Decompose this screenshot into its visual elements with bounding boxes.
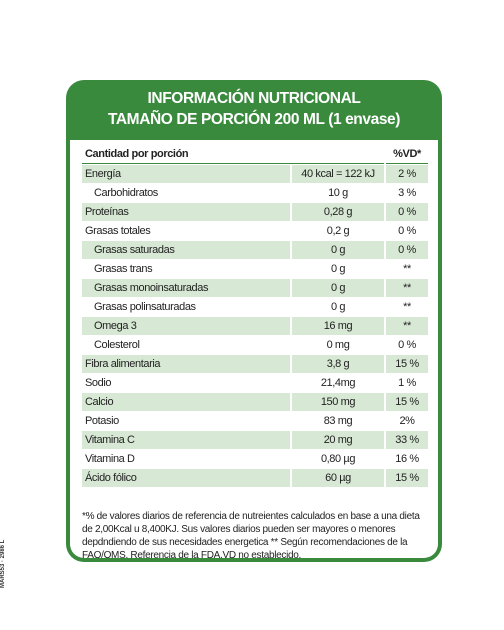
nutrient-name: Calcio bbox=[82, 393, 290, 411]
header-row: Cantidad por porción %VD* bbox=[82, 145, 428, 164]
side-code: MARS53 · 2986 L bbox=[0, 539, 6, 588]
amount: 60 µg bbox=[292, 469, 384, 487]
nutrient-name: Grasas totales bbox=[85, 225, 151, 237]
table-row: Calcio 150 mg 15 % bbox=[82, 393, 428, 411]
daily-value: 1 % bbox=[398, 377, 416, 389]
table-row: Omega 3 16 mg ** bbox=[82, 317, 428, 335]
panel-header: INFORMACIÓN NUTRICIONAL TAMAÑO DE PORCIÓ… bbox=[66, 80, 442, 140]
daily-value: ** bbox=[386, 279, 428, 297]
table-row: Colesterol 0 mg 0 % bbox=[82, 336, 428, 354]
table-row: Ácido fólico 60 µg 15 % bbox=[82, 469, 428, 487]
amount: 0 g bbox=[292, 279, 384, 297]
amount: 150 mg bbox=[292, 393, 384, 411]
table-row: Sodio 21,4mg 1 % bbox=[82, 374, 428, 392]
table-row: Vitamina D 0,80 µg 16 % bbox=[82, 450, 428, 468]
panel-body: Cantidad por porción %VD* Energía 40 kcal… bbox=[70, 140, 438, 561]
daily-value: 0 % bbox=[386, 241, 428, 259]
daily-value: 33 % bbox=[386, 431, 428, 449]
nutrient-name: Carbohidratos bbox=[94, 187, 158, 199]
amount: 0 g bbox=[330, 301, 346, 313]
nutrition-table: Cantidad por porción %VD* Energía 40 kcal… bbox=[80, 144, 430, 488]
amount: 83 mg bbox=[323, 415, 353, 427]
nutrition-panel: INFORMACIÓN NUTRICIONAL TAMAÑO DE PORCIÓ… bbox=[66, 80, 442, 562]
daily-value: ** bbox=[386, 317, 428, 335]
column-header: Cantidad por porción bbox=[82, 145, 384, 164]
nutrient-name: Grasas trans bbox=[94, 263, 153, 275]
table-row: Carbohidratos 10 g 3 % bbox=[82, 184, 428, 202]
table-row: Vitamina C 20 mg 33 % bbox=[82, 431, 428, 449]
column-header: %VD* bbox=[386, 145, 428, 164]
table-row: Grasas polinsaturadas 0 g ** bbox=[82, 298, 428, 316]
daily-value: 0 % bbox=[398, 339, 416, 351]
amount: 40 kcal = 122 kJ bbox=[292, 165, 384, 183]
amount: 21,4mg bbox=[320, 377, 356, 389]
table-row: Grasas monoinsaturadas 0 g ** bbox=[82, 279, 428, 297]
amount: 0,28 g bbox=[292, 203, 384, 221]
amount: 16 mg bbox=[292, 317, 384, 335]
nutrient-name: Grasas polinsaturadas bbox=[94, 301, 196, 313]
amount: 0,80 µg bbox=[320, 453, 356, 465]
footnote: *% de valores diarios de referencia de n… bbox=[82, 511, 420, 561]
amount: 0,2 g bbox=[326, 225, 350, 237]
title: INFORMACIÓN NUTRICIONAL bbox=[147, 90, 361, 107]
nutrient-name: Vitamina C bbox=[82, 431, 290, 449]
daily-value: 15 % bbox=[386, 355, 428, 373]
amount: 0 g bbox=[330, 263, 346, 275]
nutrient-name: Omega 3 bbox=[82, 317, 290, 335]
daily-value: 15 % bbox=[386, 393, 428, 411]
amount: 20 mg bbox=[292, 431, 384, 449]
nutrient-name: Ácido fólico bbox=[82, 469, 290, 487]
nutrient-name: Grasas saturadas bbox=[82, 241, 290, 259]
table-row: Potasio 83 mg 2% bbox=[82, 412, 428, 430]
nutrient-name: Potasio bbox=[85, 415, 119, 427]
nutrient-name: Vitamina D bbox=[85, 453, 135, 465]
nutrient-name: Grasas monoinsaturadas bbox=[82, 279, 290, 297]
daily-value: 2 % bbox=[386, 165, 428, 183]
daily-value: 16 % bbox=[395, 453, 419, 465]
daily-value: 2% bbox=[399, 415, 415, 427]
amount: 0 g bbox=[292, 241, 384, 259]
table-row: Fibra alimentaria 3,8 g 15 % bbox=[82, 355, 428, 373]
daily-value: ** bbox=[403, 263, 411, 275]
table-row: Energía 40 kcal = 122 kJ 2 % bbox=[82, 165, 428, 183]
daily-value: 0 % bbox=[398, 225, 416, 237]
nutrient-name: Proteínas bbox=[82, 203, 290, 221]
daily-value: 3 % bbox=[398, 187, 416, 199]
table-row: Grasas trans 0 g ** bbox=[82, 260, 428, 278]
daily-value: ** bbox=[403, 301, 411, 313]
amount: 0 mg bbox=[326, 339, 350, 351]
nutrient-name: Fibra alimentaria bbox=[82, 355, 290, 373]
table-row: Grasas totales 0,2 g 0 % bbox=[82, 222, 428, 240]
daily-value: 15 % bbox=[386, 469, 428, 487]
nutrient-name: Colesterol bbox=[94, 339, 140, 351]
subtitle: TAMAÑO DE PORCIÓN 200 ML (1 envase) bbox=[107, 111, 401, 128]
daily-value: 0 % bbox=[386, 203, 428, 221]
amount: 10 g bbox=[328, 187, 348, 199]
nutrient-name: Energía bbox=[82, 165, 290, 183]
nutrient-name: Sodio bbox=[85, 377, 112, 389]
amount: 3,8 g bbox=[292, 355, 384, 373]
